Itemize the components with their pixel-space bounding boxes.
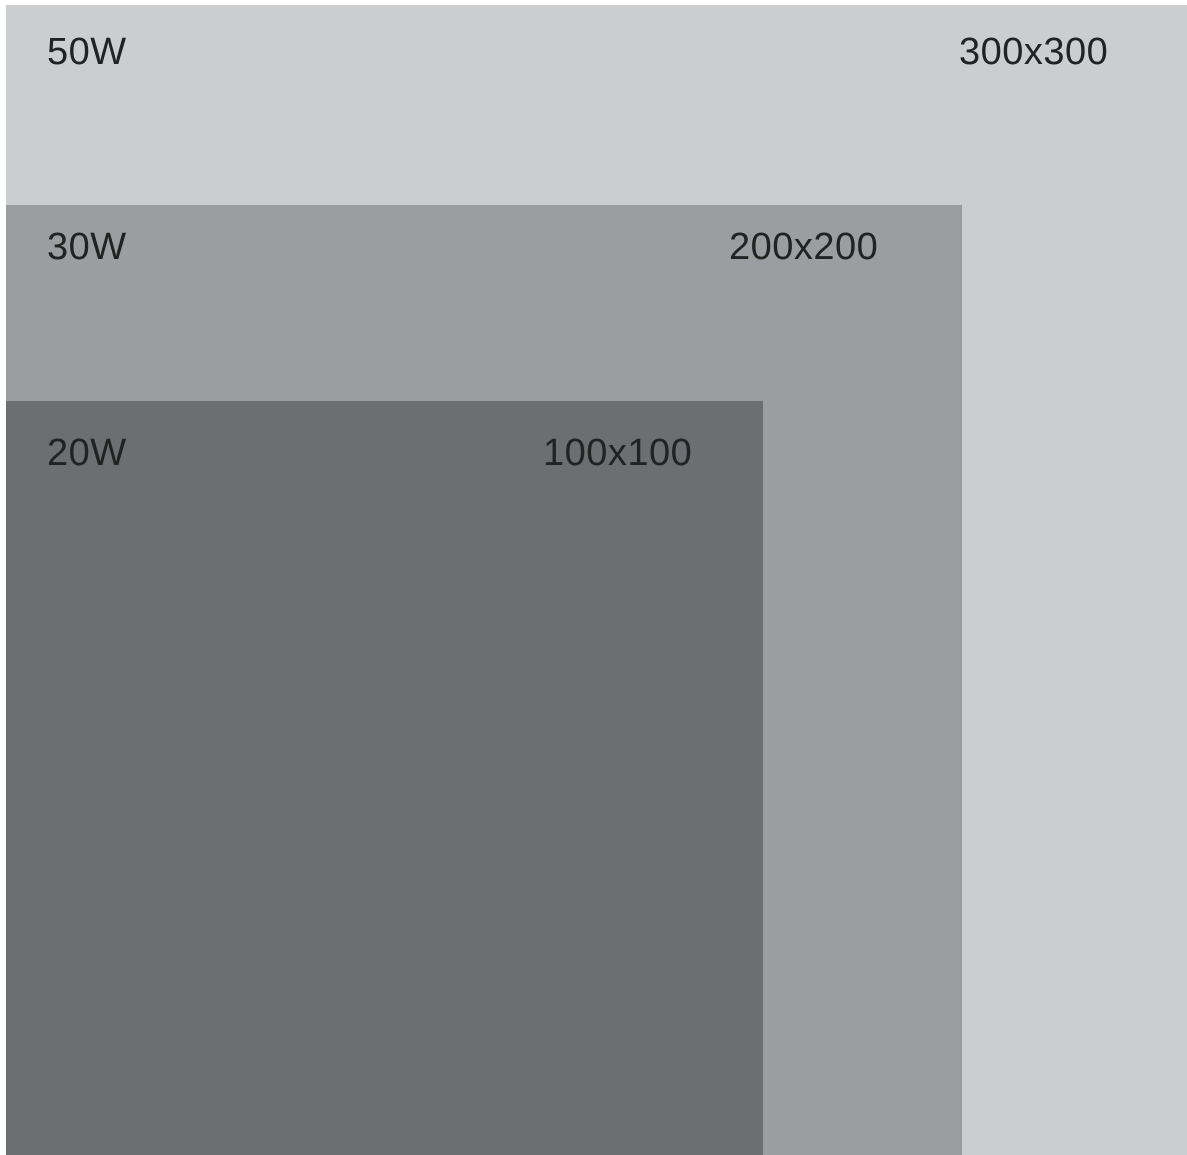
power-label: 50W [47,33,127,71]
power-label: 20W [47,434,127,472]
power-label: 30W [47,228,127,266]
size-label: 100x100 [543,434,692,472]
size-label: 200x200 [729,228,878,266]
panel-20w-100x100: 20W 100x100 [6,401,763,1155]
size-label: 300x300 [959,33,1108,71]
